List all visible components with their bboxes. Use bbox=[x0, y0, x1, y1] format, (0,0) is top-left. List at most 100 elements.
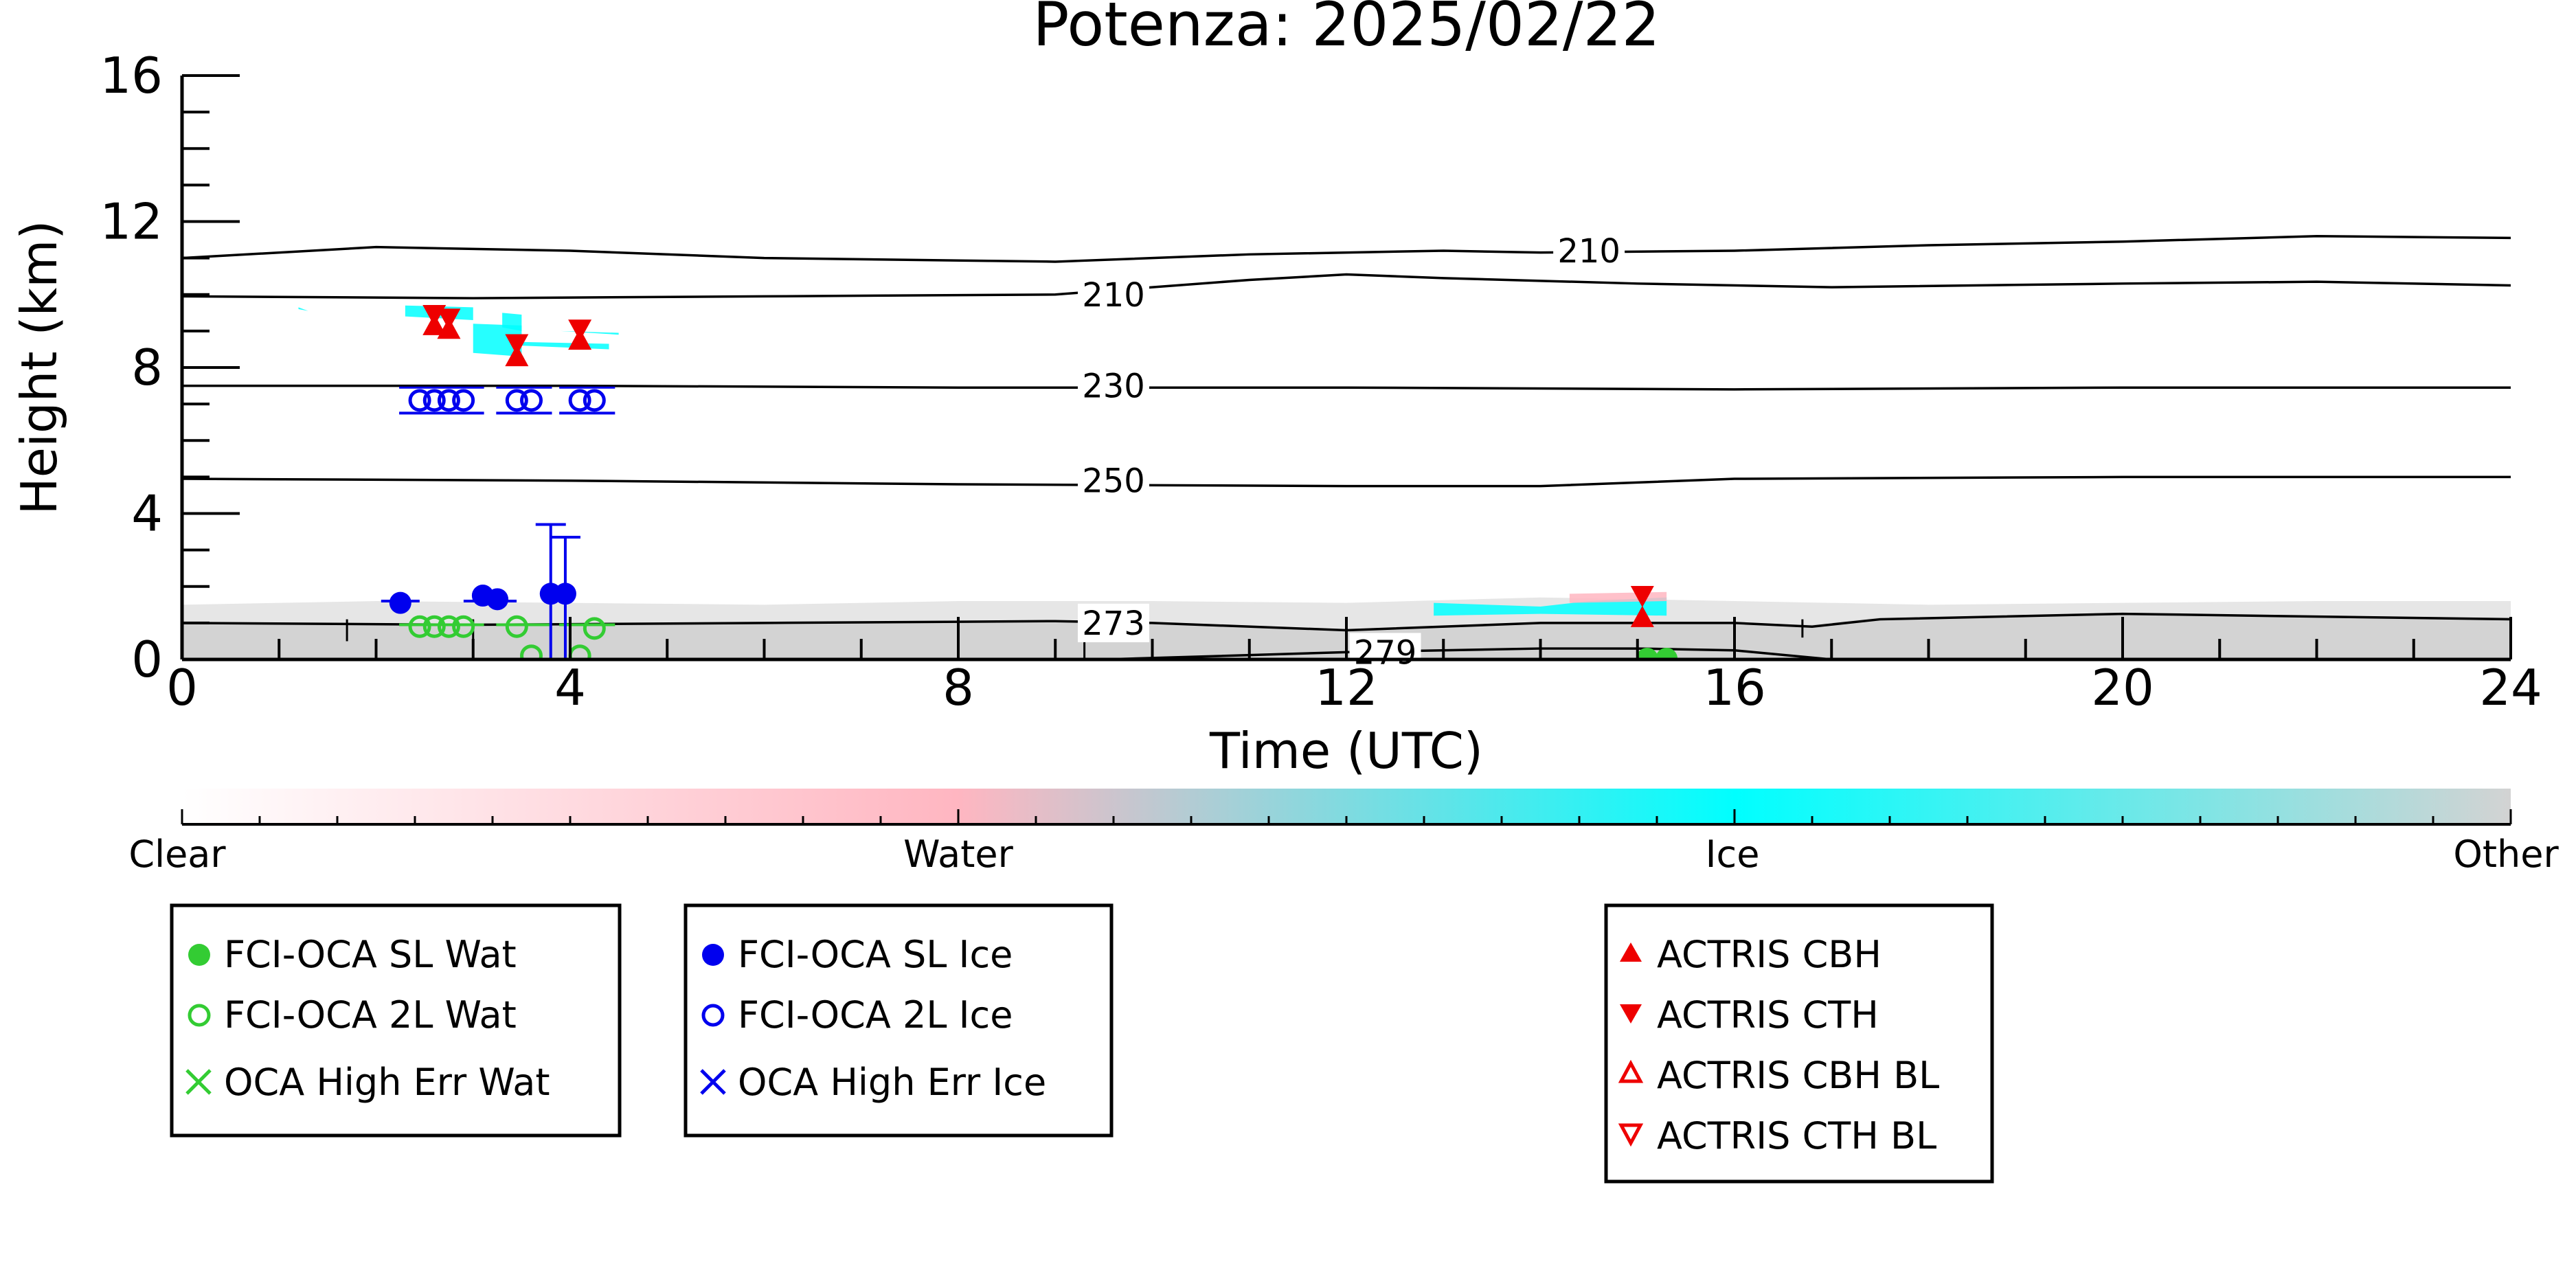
data-point bbox=[422, 615, 446, 638]
legend-marker-triangle-down bbox=[1620, 1004, 1642, 1024]
water-cloud-patch bbox=[1569, 591, 1667, 603]
legend-marker-open-triangle-down bbox=[1618, 1123, 1644, 1147]
data-point bbox=[486, 588, 509, 611]
data-point bbox=[583, 617, 606, 640]
data-point bbox=[520, 389, 543, 412]
ice-cloud-patch bbox=[521, 341, 609, 350]
ice-cloud-patch bbox=[560, 330, 619, 335]
legend-marker-open-circle bbox=[701, 1004, 725, 1027]
isotherm-label: 250 bbox=[1082, 462, 1145, 501]
isotherm-line bbox=[182, 384, 2511, 391]
data-point bbox=[505, 334, 529, 356]
chart-title: Potenza: 2025/02/22 bbox=[1032, 0, 1660, 60]
legend-entry: FCI-OCA 2L Wat bbox=[224, 993, 517, 1037]
colorbar-ticks bbox=[181, 809, 2512, 826]
isotherm-label-bg bbox=[1078, 461, 1149, 500]
data-point bbox=[389, 591, 411, 614]
legend-entry: ACTRIS CTH BL bbox=[1657, 1114, 1936, 1157]
isotherm-label-bg bbox=[1553, 231, 1625, 270]
y-tick-label: 16 bbox=[100, 47, 163, 104]
data-point bbox=[408, 389, 431, 412]
data-point bbox=[437, 389, 460, 412]
legend-marker-filled-circle bbox=[702, 944, 724, 966]
isotherm-line bbox=[182, 612, 2511, 632]
data-point bbox=[568, 389, 591, 412]
y-axis-label: Height (km) bbox=[10, 221, 68, 515]
data-point bbox=[452, 389, 475, 412]
isotherm-label: 279 bbox=[1354, 633, 1417, 672]
data-point bbox=[1630, 605, 1654, 627]
legend-entry: FCI-OCA SL Wat bbox=[224, 933, 517, 976]
isotherm-label-bg bbox=[1078, 366, 1149, 405]
legend-ice: FCI-OCA SL Ice FCI-OCA 2L Ice OCA High E… bbox=[683, 903, 1114, 1138]
legend-marker-open-triangle-up bbox=[1618, 1059, 1644, 1083]
ice-cloud-patch bbox=[473, 324, 522, 357]
x-tick-label: 0 bbox=[166, 659, 198, 716]
legend-marker-x bbox=[185, 1069, 212, 1095]
legend-marker-filled-circle bbox=[188, 944, 210, 966]
legend-entry: ACTRIS CBH bbox=[1657, 933, 1882, 976]
colorbar-label-ice: Ice bbox=[1706, 833, 1760, 876]
isotherm-line bbox=[182, 475, 2511, 488]
legend-entry: FCI-OCA 2L Ice bbox=[738, 993, 1013, 1037]
colorbar: Clear Water Ice Other bbox=[128, 789, 2559, 876]
isotherm-label-bg bbox=[1078, 603, 1149, 642]
ice-cloud-patch bbox=[502, 313, 522, 331]
data-point bbox=[505, 345, 529, 367]
isotherm-label-bg bbox=[1078, 275, 1149, 314]
isotherm-label: 210 bbox=[1082, 276, 1145, 315]
x-tick-label: 8 bbox=[942, 659, 974, 716]
legend-water: FCI-OCA SL Wat FCI-OCA 2L Wat OCA High E… bbox=[170, 903, 622, 1138]
colorbar-label-water: Water bbox=[903, 833, 1013, 876]
y-tick-label: 0 bbox=[131, 631, 163, 688]
data-point bbox=[437, 615, 460, 638]
x-tick-label: 4 bbox=[554, 659, 586, 716]
data-point bbox=[520, 644, 543, 659]
data-point bbox=[452, 615, 475, 638]
plot-area bbox=[182, 234, 2511, 659]
legend-marker-open-circle bbox=[188, 1004, 211, 1027]
legend-entry: OCA High Err Wat bbox=[224, 1061, 550, 1104]
legend-marker-x bbox=[700, 1069, 726, 1095]
data-point bbox=[437, 308, 461, 330]
x-axis-label: Time (UTC) bbox=[1209, 722, 1483, 780]
isotherm-line bbox=[1103, 647, 1832, 659]
data-point bbox=[408, 615, 431, 638]
data-point bbox=[568, 319, 592, 341]
isotherm-label-bg bbox=[1349, 633, 1421, 672]
isotherm-label: 210 bbox=[1557, 232, 1620, 271]
isotherm-line bbox=[182, 273, 2511, 300]
data-point bbox=[1636, 647, 1658, 659]
legend-entry: ACTRIS CTH bbox=[1657, 993, 1879, 1037]
data-point bbox=[583, 389, 606, 412]
x-tick-label: 20 bbox=[2091, 659, 2154, 716]
x-tick-label: 16 bbox=[1703, 659, 1766, 716]
legend-entry: FCI-OCA SL Ice bbox=[738, 933, 1013, 976]
data-point bbox=[422, 389, 446, 412]
data-point bbox=[1630, 586, 1654, 608]
x-tick-label: 12 bbox=[1315, 659, 1378, 716]
colorbar-label-clear: Clear bbox=[128, 833, 226, 876]
data-point bbox=[554, 583, 576, 605]
colorbar-label-other: Other bbox=[2453, 833, 2559, 876]
legend-marker-triangle-up bbox=[1620, 942, 1642, 962]
data-point bbox=[505, 389, 528, 412]
x-tick-label: 24 bbox=[2479, 659, 2542, 716]
data-point bbox=[505, 615, 528, 638]
isotherm-label: 230 bbox=[1082, 368, 1145, 406]
y-tick-label: 8 bbox=[131, 339, 163, 396]
axes: 0 4 8 12 16 0 4 8 12 16 20 24 bbox=[100, 47, 2542, 716]
cloud-shading bbox=[182, 305, 2511, 659]
legend-entry: OCA High Err Ice bbox=[738, 1061, 1046, 1104]
data-point bbox=[1656, 647, 1678, 659]
y-tick-label: 4 bbox=[131, 485, 163, 543]
isotherm-label: 273 bbox=[1082, 605, 1145, 643]
data-marks bbox=[381, 304, 1678, 659]
isotherm-labels: 210 210 230 250 273 279 bbox=[1078, 231, 1625, 672]
y-tick-label: 12 bbox=[100, 193, 163, 251]
legend-actris: ACTRIS CBH ACTRIS CTH ACTRIS CBH BL ACTR… bbox=[1604, 903, 1994, 1184]
isotherm-lines bbox=[182, 234, 2511, 659]
ice-cloud-patch bbox=[298, 307, 308, 311]
isotherm-line bbox=[182, 234, 2511, 263]
